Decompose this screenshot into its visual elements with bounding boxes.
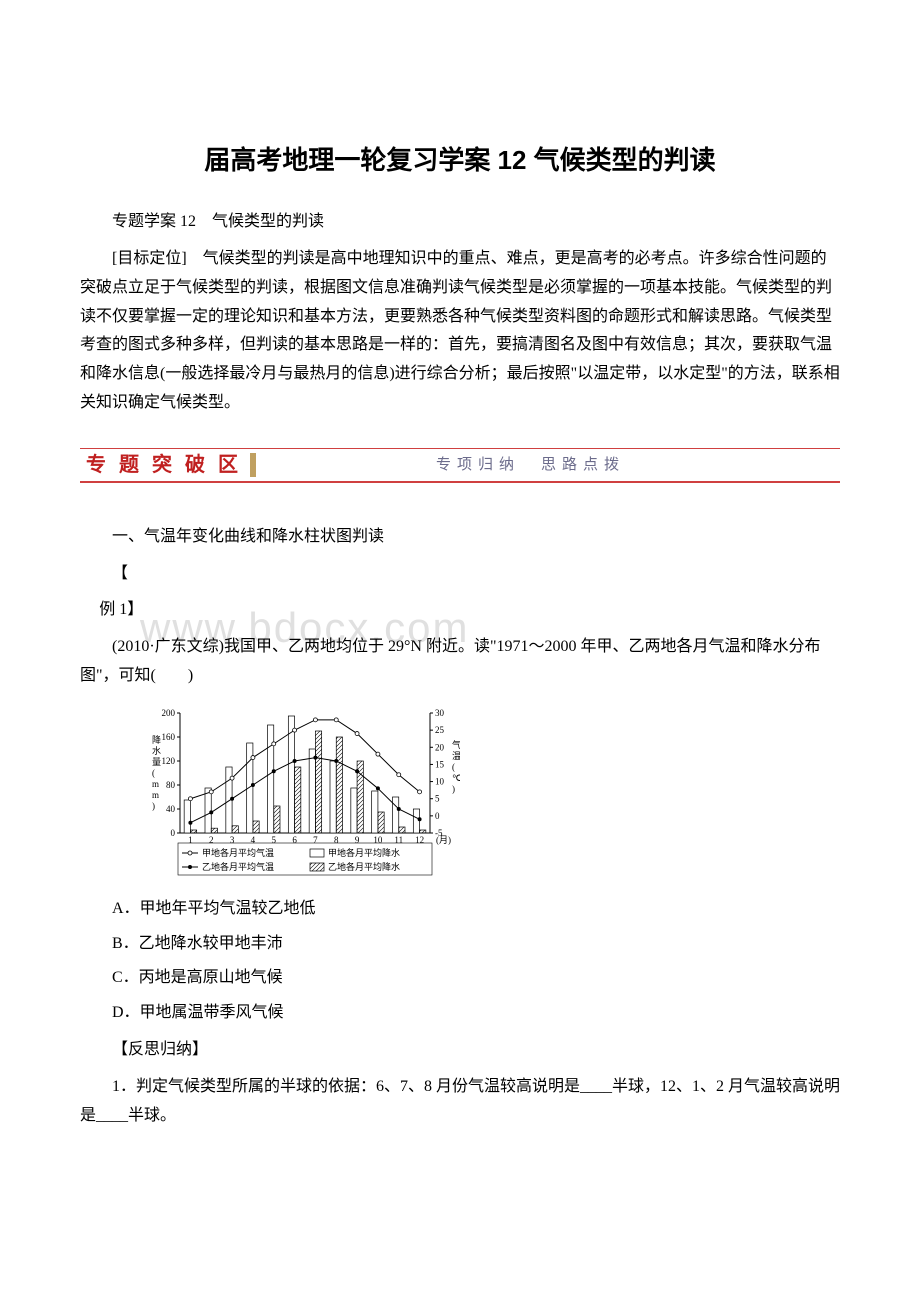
svg-text:0: 0 [171,828,176,838]
svg-text:): ) [152,801,155,811]
svg-text:温: 温 [452,751,460,761]
svg-text:气: 气 [452,739,460,750]
svg-text:m: m [152,790,159,800]
reflect-heading: 【反思归纳】 [80,1036,840,1065]
option-a: A．甲地年平均气温较乙地低 [112,895,840,924]
target-paragraph: [目标定位] 气候类型的判读是高中地理知识中的重点、难点，更是高考的必考点。许多… [80,245,840,418]
svg-text:0: 0 [435,811,440,821]
svg-text:7: 7 [313,835,318,845]
svg-text:乙地各月平均气温: 乙地各月平均气温 [202,861,274,872]
svg-text:3: 3 [230,835,235,845]
open-bracket: 【 [80,560,840,589]
svg-text:乙地各月平均降水: 乙地各月平均降水 [328,861,400,872]
svg-text:15: 15 [435,759,445,769]
svg-text:30: 30 [435,708,445,718]
svg-text:160: 160 [162,732,176,742]
question-text: (2010·广东文综)我国甲、乙两地均位于 29°N 附近。读"1971～200… [80,633,840,691]
svg-text:6: 6 [292,835,297,845]
page-root: 届高考地理一轮复习学案 12 气候类型的判读 专题学案 12 气候类型的判读 [… [0,0,920,1198]
svg-text:水: 水 [152,745,161,756]
option-c: C．丙地是高原山地气候 [112,964,840,993]
climate-chart-svg: 04080120160200-5051015202530降水量(mm)气温(℃)… [140,703,460,883]
svg-text:11: 11 [394,835,403,845]
svg-text:40: 40 [166,804,176,814]
example-label: 例 1】 [80,596,840,625]
svg-text:甲地各月平均气温: 甲地各月平均气温 [202,847,274,858]
svg-text:℃: ℃ [452,773,460,783]
reflect-paragraph: 1．判定气候类型所属的半球的依据：6、7、8 月份气温较高说明是____半球，1… [80,1073,840,1131]
svg-text:5: 5 [272,835,277,845]
svg-text:200: 200 [162,708,176,718]
svg-text:9: 9 [355,835,360,845]
page-title: 届高考地理一轮复习学案 12 气候类型的判读 [80,137,840,184]
svg-text:10: 10 [373,835,383,845]
svg-text:8: 8 [334,835,339,845]
banner-right-text: 专项归纳 思路点拨 [436,451,625,478]
svg-text:2: 2 [209,835,214,845]
svg-text:m: m [152,779,159,789]
svg-text:): ) [452,784,455,794]
section-1-heading: 一、气温年变化曲线和降水柱状图判读 [80,523,840,552]
subtitle: 专题学案 12 气候类型的判读 [80,208,840,237]
banner-left-text: 专 题 突 破 区 [80,447,242,483]
example-line-wrap: www.bdocx.com 例 1】 [80,596,840,625]
svg-text:(: ( [152,768,155,778]
climate-chart: 04080120160200-5051015202530降水量(mm)气温(℃)… [140,703,460,883]
svg-text:(: ( [452,762,455,772]
svg-text:25: 25 [435,725,445,735]
svg-text:1: 1 [188,835,193,845]
svg-text:10: 10 [435,776,445,786]
svg-text:4: 4 [251,835,256,845]
section-banner: 专 题 突 破 区 专项归纳 思路点拨 [80,448,840,483]
svg-text:12: 12 [415,835,424,845]
svg-text:(月): (月) [436,835,451,845]
option-b: B．乙地降水较甲地丰沛 [112,930,840,959]
svg-text:120: 120 [162,756,176,766]
svg-text:5: 5 [435,793,440,803]
svg-text:量: 量 [152,757,161,767]
svg-text:甲地各月平均降水: 甲地各月平均降水 [328,847,400,858]
svg-text:降: 降 [152,734,161,745]
option-d: D．甲地属温带季风气候 [112,999,840,1028]
banner-divider-icon [250,453,256,477]
svg-text:20: 20 [435,742,445,752]
svg-text:80: 80 [166,780,176,790]
